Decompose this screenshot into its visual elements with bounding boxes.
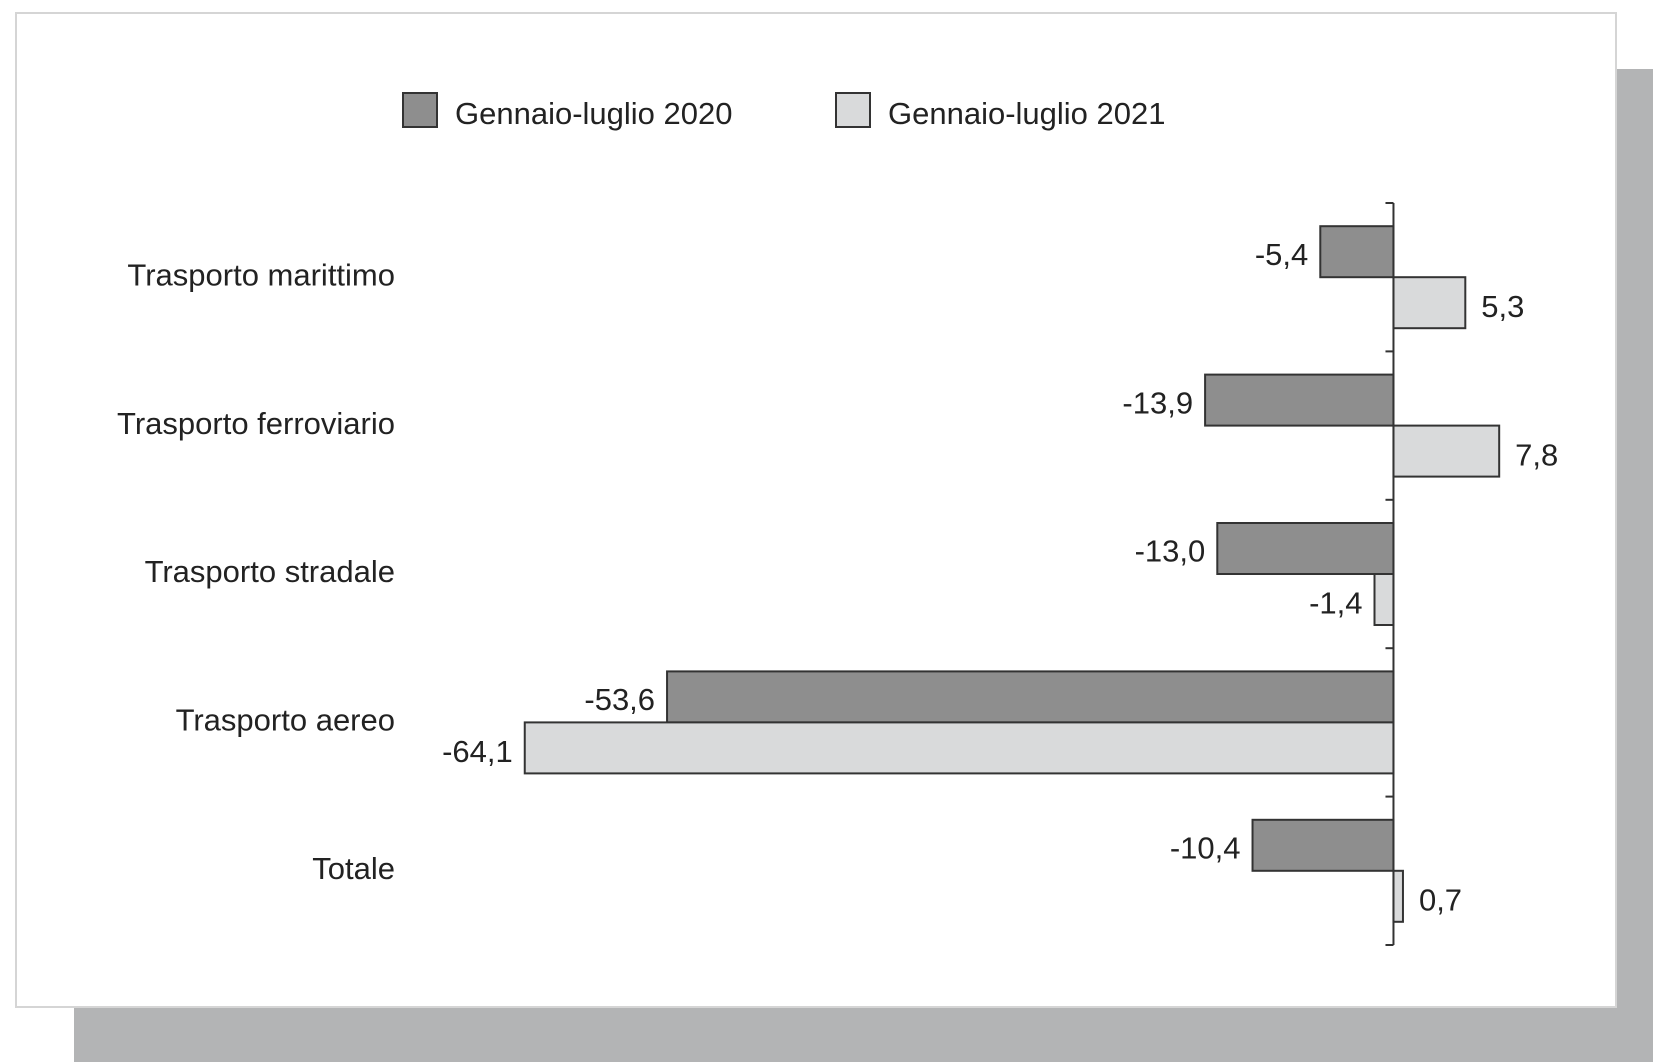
bar [1373,573,1395,626]
bar [1216,522,1395,575]
bar [1251,818,1395,872]
category-label: Trasporto aereo [176,703,395,738]
legend-swatch [402,92,438,128]
bar [1392,869,1404,923]
value-label: -64,1 [442,734,513,769]
value-label: -13,0 [1135,534,1206,569]
bar [1392,424,1501,478]
legend-swatch [835,92,871,128]
category-label: Trasporto marittimo [127,257,395,292]
value-label: -10,4 [1170,830,1241,865]
legend-label: Gennaio-luglio 2020 [455,96,733,131]
category-label: Totale [312,851,395,886]
category-label: Trasporto stradale [145,554,395,589]
bar [666,670,1395,724]
value-label: -1,4 [1309,586,1362,621]
value-label: -5,4 [1255,237,1308,272]
bar [523,721,1395,775]
category-label: Trasporto ferroviario [117,406,395,441]
legend-label: Gennaio-luglio 2021 [888,96,1166,131]
value-label: 7,8 [1515,437,1558,472]
bar [1319,225,1395,279]
value-label: 0,7 [1419,882,1462,917]
value-label: -13,9 [1122,385,1193,420]
value-label: 5,3 [1481,289,1524,324]
value-label: -53,6 [584,682,655,717]
bar [1204,373,1395,427]
bar [1392,276,1467,330]
